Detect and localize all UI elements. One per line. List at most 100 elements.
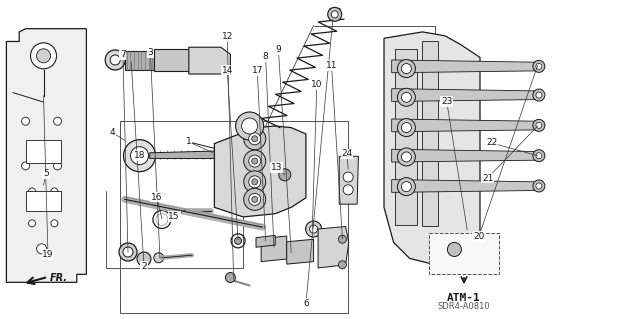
Circle shape	[244, 171, 266, 193]
Circle shape	[401, 152, 412, 162]
Circle shape	[343, 185, 353, 195]
Circle shape	[249, 155, 260, 167]
Circle shape	[533, 60, 545, 72]
Bar	[422, 41, 438, 226]
Polygon shape	[392, 89, 541, 101]
Text: 7: 7	[120, 50, 125, 59]
Circle shape	[22, 117, 29, 125]
Circle shape	[236, 112, 264, 140]
Text: 15: 15	[168, 212, 180, 221]
Circle shape	[22, 162, 29, 170]
Text: 22: 22	[486, 138, 497, 147]
Polygon shape	[318, 226, 349, 268]
Text: 3: 3	[148, 48, 153, 57]
Bar	[26, 191, 61, 211]
Bar	[26, 140, 61, 163]
Polygon shape	[392, 180, 541, 192]
Circle shape	[29, 188, 35, 195]
Circle shape	[328, 7, 342, 21]
Circle shape	[536, 183, 542, 189]
Bar	[395, 49, 417, 225]
Circle shape	[533, 89, 545, 101]
Circle shape	[252, 158, 258, 164]
Circle shape	[137, 252, 151, 266]
Circle shape	[31, 43, 56, 69]
Circle shape	[225, 272, 236, 283]
Circle shape	[401, 92, 412, 102]
Circle shape	[131, 147, 148, 165]
Circle shape	[536, 92, 542, 98]
Circle shape	[124, 140, 156, 172]
Text: 23: 23	[441, 97, 452, 106]
Text: 13: 13	[271, 163, 282, 172]
Text: 20: 20	[473, 232, 484, 241]
Bar	[120, 121, 348, 313]
Circle shape	[252, 197, 258, 202]
Text: 4: 4	[109, 128, 115, 137]
Circle shape	[51, 220, 58, 227]
Circle shape	[401, 63, 412, 74]
Circle shape	[533, 119, 545, 131]
Circle shape	[110, 55, 120, 65]
Polygon shape	[339, 156, 358, 204]
Bar	[429, 233, 499, 274]
Circle shape	[397, 178, 415, 196]
Circle shape	[332, 11, 338, 18]
Polygon shape	[392, 60, 541, 73]
Circle shape	[310, 225, 317, 233]
Circle shape	[252, 136, 258, 142]
Circle shape	[249, 133, 260, 145]
Text: 1: 1	[186, 137, 191, 146]
Circle shape	[447, 242, 461, 256]
Polygon shape	[287, 239, 314, 264]
Circle shape	[397, 88, 415, 106]
Circle shape	[244, 189, 266, 210]
Circle shape	[252, 179, 258, 185]
Text: 16: 16	[151, 193, 163, 202]
Polygon shape	[125, 51, 154, 70]
Circle shape	[244, 150, 266, 172]
Text: 10: 10	[311, 80, 323, 89]
Text: 18: 18	[134, 151, 145, 160]
Circle shape	[397, 60, 415, 78]
Circle shape	[536, 122, 542, 128]
Circle shape	[279, 169, 291, 181]
Text: ATM-1: ATM-1	[447, 293, 481, 303]
Circle shape	[154, 253, 164, 263]
Circle shape	[54, 162, 61, 170]
Polygon shape	[392, 149, 541, 162]
Circle shape	[249, 176, 260, 188]
Circle shape	[123, 247, 133, 257]
Polygon shape	[150, 150, 256, 159]
Circle shape	[533, 150, 545, 162]
Polygon shape	[214, 126, 306, 217]
Polygon shape	[189, 47, 230, 74]
Text: 6: 6	[303, 299, 308, 308]
Circle shape	[339, 261, 346, 269]
Text: 24: 24	[341, 149, 353, 158]
Circle shape	[242, 118, 258, 134]
Polygon shape	[384, 32, 480, 265]
Bar	[120, 121, 348, 313]
Circle shape	[401, 122, 412, 133]
Circle shape	[54, 117, 61, 125]
Polygon shape	[256, 235, 275, 247]
Circle shape	[51, 188, 58, 195]
Circle shape	[105, 50, 125, 70]
Text: 12: 12	[221, 32, 233, 41]
Text: 2: 2	[141, 262, 147, 271]
Circle shape	[536, 153, 542, 159]
Circle shape	[29, 220, 35, 227]
Circle shape	[306, 221, 322, 237]
Text: 17: 17	[252, 66, 263, 75]
Text: 19: 19	[42, 250, 54, 259]
Text: 9: 9	[276, 45, 281, 54]
Circle shape	[343, 172, 353, 182]
Circle shape	[36, 244, 47, 254]
Circle shape	[536, 63, 542, 69]
Circle shape	[339, 235, 346, 243]
Circle shape	[533, 180, 545, 192]
Circle shape	[235, 237, 241, 244]
Circle shape	[401, 182, 412, 192]
Text: 14: 14	[221, 66, 233, 75]
